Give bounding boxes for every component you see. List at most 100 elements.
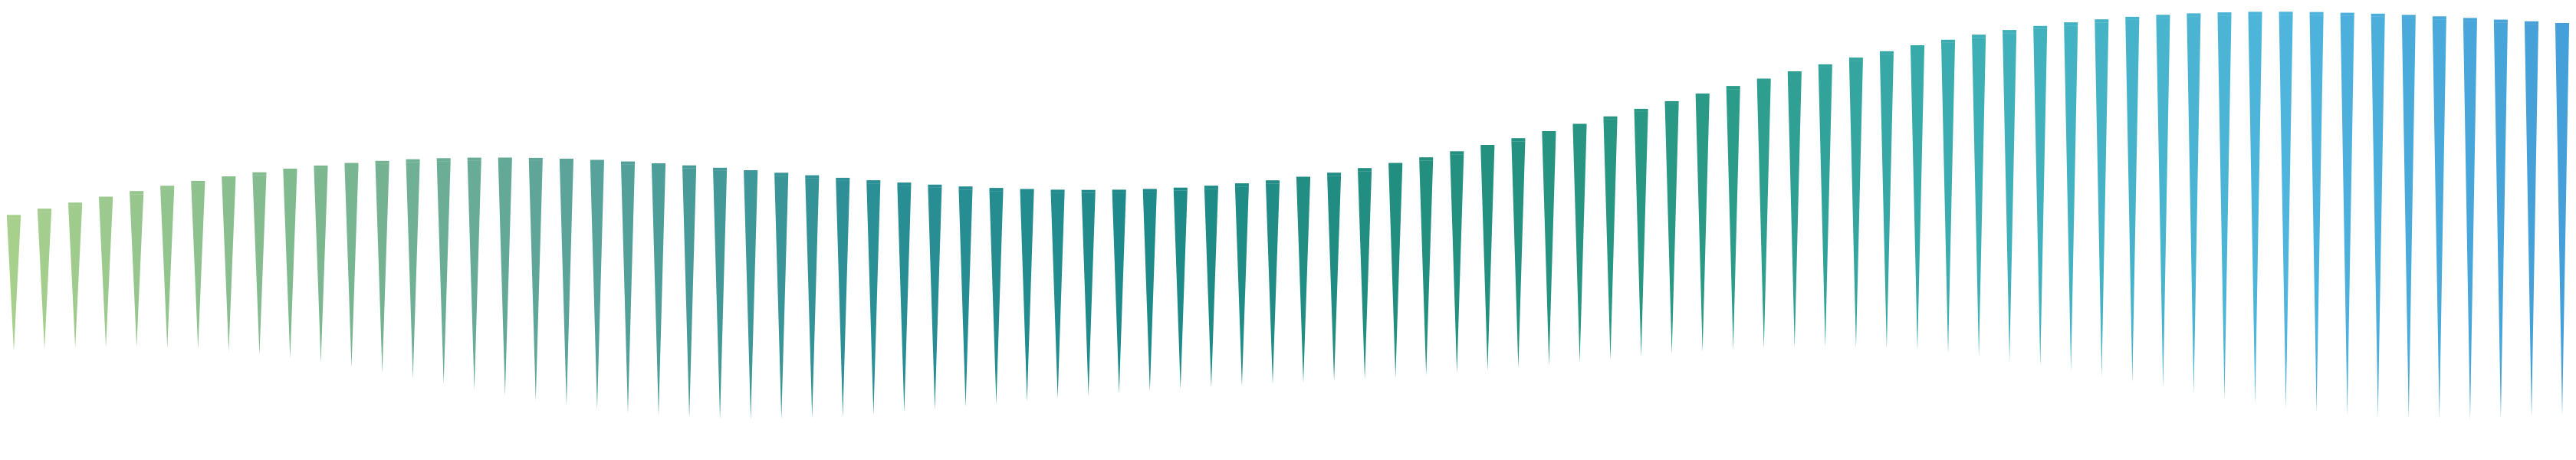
spike-cap	[2003, 30, 2017, 34]
spike-cap	[2432, 16, 2446, 20]
spike-cap	[1941, 39, 1955, 43]
spike-cap	[406, 159, 420, 163]
spike	[1542, 134, 1556, 366]
spike	[621, 164, 635, 413]
spike-cap	[1173, 187, 1188, 191]
spike	[1511, 141, 1526, 369]
spike	[1848, 61, 1863, 348]
spike-cap	[2033, 25, 2048, 29]
spike	[1695, 97, 1710, 352]
spike-cap	[1787, 71, 1802, 74]
spike	[1787, 74, 1802, 348]
spike-cap	[68, 202, 83, 206]
spike	[2525, 24, 2538, 418]
spike-cap	[866, 180, 881, 184]
spike	[928, 187, 942, 410]
spike-cap	[682, 165, 697, 169]
spike	[38, 212, 51, 350]
spike-cap	[1204, 186, 1218, 189]
spike	[314, 168, 328, 363]
spike-cap	[2309, 12, 2324, 15]
spike	[989, 191, 1004, 404]
spike-cap	[1972, 34, 1986, 38]
spike	[958, 189, 973, 407]
spike-cap	[344, 163, 359, 166]
spike	[1142, 192, 1157, 392]
spike	[836, 180, 850, 417]
spike	[1664, 104, 1679, 355]
spike-cap	[1634, 108, 1648, 112]
spike	[1879, 54, 1894, 349]
spike	[1603, 119, 1618, 360]
spike-cap	[1879, 51, 1894, 54]
spike	[2095, 22, 2109, 377]
spike	[866, 183, 881, 416]
spike-cap	[99, 196, 113, 200]
spike	[1327, 176, 1342, 381]
spike	[2279, 15, 2293, 409]
spike-cap	[1480, 145, 1495, 148]
spike	[1941, 42, 1955, 354]
spike-cap	[2555, 23, 2569, 26]
spike-cap	[1081, 189, 1096, 193]
spike	[191, 183, 205, 350]
spike-cap	[1511, 138, 1526, 142]
spike-cap	[1327, 172, 1342, 176]
spike	[1081, 192, 1096, 396]
spike-cap	[744, 170, 758, 173]
spike-cap	[1358, 168, 1372, 172]
spike	[160, 189, 175, 348]
spike	[2064, 25, 2078, 372]
spike-cap	[958, 186, 973, 190]
spike	[7, 218, 21, 351]
spike	[2248, 15, 2262, 404]
spike	[375, 163, 389, 373]
spike-cap	[897, 182, 912, 186]
spike-cap	[498, 157, 512, 161]
spike-cap	[1726, 86, 1740, 90]
spike	[682, 168, 697, 419]
spike-cap	[713, 167, 728, 171]
spike	[498, 160, 512, 396]
spike-cap	[1266, 180, 1280, 184]
spike-cap	[1296, 176, 1310, 180]
spike-cap	[130, 191, 144, 195]
spike	[2187, 16, 2201, 394]
spike-cap	[1450, 151, 1464, 155]
spike	[1204, 189, 1218, 388]
spike	[2463, 21, 2477, 420]
spike-cap	[2493, 19, 2508, 23]
spike	[2217, 15, 2232, 399]
spike-cap	[1050, 189, 1065, 193]
spike-cap	[774, 172, 789, 176]
spike	[1818, 67, 1832, 347]
spike	[1112, 192, 1126, 394]
spike-cap	[436, 158, 451, 162]
spike-cap	[7, 215, 21, 219]
spike-cap	[590, 159, 604, 163]
spike	[1450, 154, 1464, 373]
spike-cap	[2340, 12, 2354, 16]
spike-cap	[805, 175, 820, 179]
spike	[2033, 28, 2048, 366]
spike	[590, 163, 604, 410]
spike-cap	[2064, 22, 2078, 26]
spike-cap	[1603, 116, 1618, 120]
spike-cap	[2156, 15, 2170, 18]
spike	[1911, 48, 1924, 351]
spike	[2555, 26, 2569, 416]
spike	[744, 173, 758, 420]
spike-cap	[1112, 189, 1126, 193]
spike	[1388, 166, 1403, 378]
spike-cap	[191, 180, 205, 184]
spike-cap	[1388, 163, 1403, 166]
spike	[1020, 192, 1034, 402]
spike-cap	[528, 157, 543, 161]
spike	[2340, 15, 2354, 416]
spike-cap	[559, 159, 573, 162]
spike-cap	[1848, 58, 1863, 61]
spike-cap	[989, 188, 1004, 192]
spike	[283, 172, 297, 359]
spike-cap	[2125, 16, 2140, 20]
